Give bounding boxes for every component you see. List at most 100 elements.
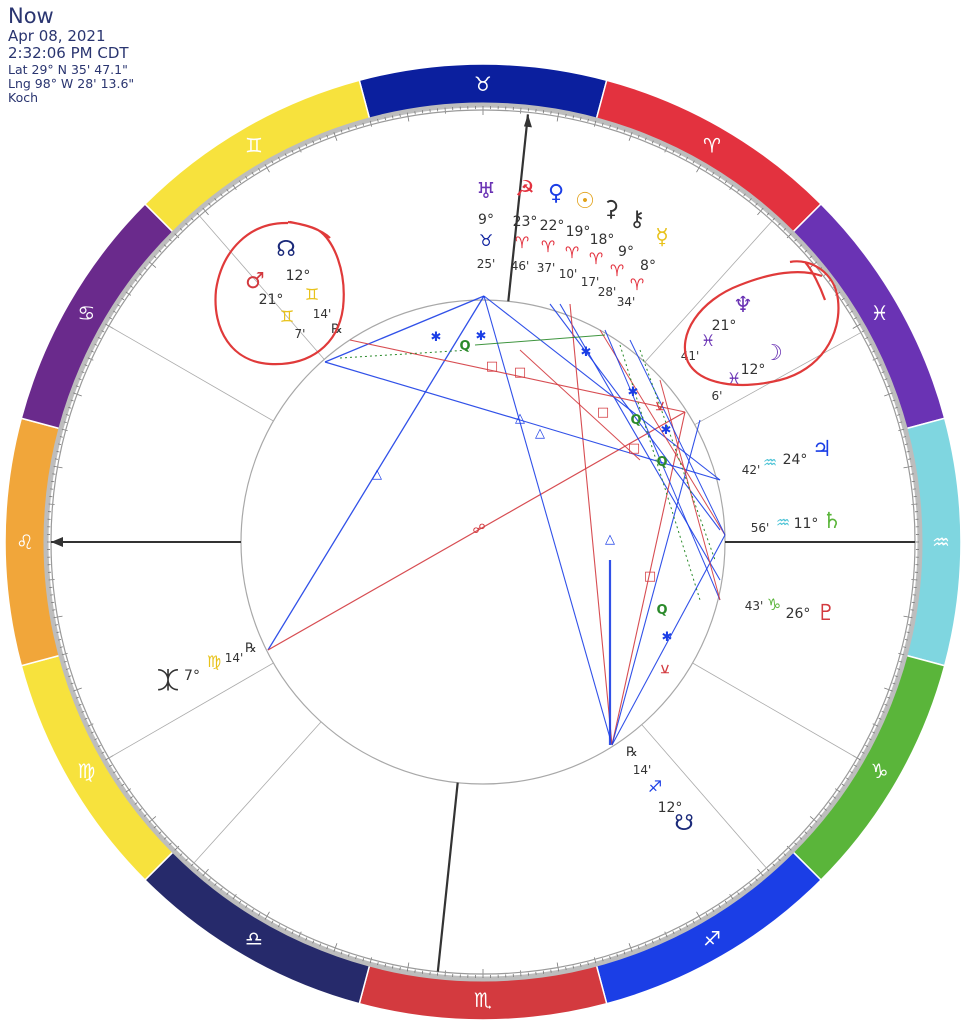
planet-pluto: ♇ 26° ♑43' [745, 595, 836, 626]
vertex-degree: 7° [184, 668, 200, 684]
uranus-degree: 9° [478, 212, 494, 228]
mars-degree: 21° [259, 292, 284, 308]
south-node-sign-icon: ♐ [648, 777, 662, 796]
lilith-degree: 23° [513, 214, 538, 230]
planet-ceres: ⚳ 18°♈ 17' [581, 197, 619, 289]
sign-glyph-aquarius: ♒ [932, 530, 950, 554]
mercury-icon: ☿ [655, 225, 669, 250]
chart-title: Now [8, 4, 54, 28]
vertex-minute: 14' [225, 651, 244, 665]
planet-jupiter: ♃24° ♒42' [742, 437, 832, 477]
chart-date: Apr 08, 2021 [8, 27, 106, 46]
sign-glyph-libra: ♎ [245, 927, 263, 951]
annotation-circle-left [214, 220, 345, 366]
pluto-sign-icon: ♑ [767, 595, 781, 614]
mars-minute: 7' [295, 327, 306, 341]
south-node-degree: 12° [658, 800, 683, 816]
sign-glyph-scorpio: ♏ [474, 988, 492, 1012]
aspect-glyph-square: □ [597, 405, 609, 420]
south-node-minute: 14' [633, 763, 652, 777]
jupiter-minute: 42' [742, 463, 761, 477]
sign-glyph-aries: ♈ [703, 133, 721, 157]
aspect-glyph-square: □ [628, 441, 640, 456]
planet-uranus: ♅ 9° ♉ 25' [476, 179, 496, 271]
sign-glyph-capricorn: ♑ [871, 759, 889, 783]
hand-annotations [214, 220, 840, 386]
saturn-minute: 56' [751, 521, 770, 535]
aspect-glyph-sextile: ✱ [628, 385, 639, 400]
house-system: Koch [8, 90, 39, 106]
venus-minute: 37' [537, 261, 556, 275]
chiron-icon: ⚷ [629, 207, 645, 232]
sign-glyph-gemini: ♊ [245, 133, 263, 157]
sign-glyph-pisces: ♓ [871, 301, 889, 325]
sun-degree: 19° [566, 224, 591, 240]
moon-degree: 12° [741, 362, 766, 378]
planet-mercury: ☿ 8°♈34' [617, 225, 669, 309]
ceres-icon: ⚳ [603, 197, 619, 222]
aspect-glyph-trine: △ [605, 532, 615, 547]
aspect-lines [267, 295, 726, 746]
neptune-degree: 21° [712, 318, 737, 334]
planet-mars: ♂21°♊7' [245, 269, 305, 341]
venus-icon: ♀ [548, 181, 564, 206]
sign-glyph-leo: ♌ [16, 530, 34, 554]
sign-glyph-cancer: ♋ [77, 301, 95, 325]
house-cusps [51, 114, 915, 972]
chart-time: 2:32:06 PM CDT [8, 44, 129, 63]
mercury-sign-icon: ♈ [630, 275, 644, 294]
mercury-degree: 8° [640, 258, 656, 274]
north-node-minute: 14' [313, 307, 332, 321]
saturn-degree: 11° [794, 516, 819, 532]
north-node-sign-icon: ♊ [305, 285, 319, 304]
annotation-circle-right [683, 260, 840, 386]
aspect-glyph-square: □ [514, 365, 526, 380]
moon-icon: ☽ [763, 341, 783, 366]
chiron-sign-icon: ♈ [610, 261, 624, 280]
ceres-degree: 18° [590, 232, 615, 248]
sign-glyph-virgo: ♍ [77, 759, 95, 783]
aspect-glyphs: △ △ △ △ □ □ □ □ □ ✱ ✱ ✱ ✱ ✱ ✱ Q Q Q Q ☍ ⚺ ⚺ [372, 329, 672, 677]
ceres-sign-icon: ♈ [589, 249, 603, 268]
aspect-glyph-sextile: ✱ [661, 423, 672, 438]
aspect-glyph-quintile: Q [656, 455, 667, 470]
planet-vertex: ⯰ 7° ♍ 14'℞ [157, 641, 257, 694]
aspect-glyph-quintile: Q [459, 339, 470, 354]
lilith-sign-icon: ♈ [515, 233, 529, 252]
planet-neptune: ♆21°♓41' [681, 293, 753, 363]
chart-longitude: Lng 98° W 28' 13.6" [8, 76, 135, 92]
neptune-icon: ♆ [733, 293, 753, 318]
south-node-icon: ☋ [674, 811, 694, 836]
uranus-minute: 25' [477, 257, 496, 271]
aspect-glyph-square: □ [644, 569, 656, 584]
aspect-glyph-semisextile: ⚺ [661, 662, 670, 677]
saturn-icon: ♄ [822, 509, 842, 534]
uranus-icon: ♅ [476, 179, 496, 204]
vertex-sign-icon: ♍ [207, 652, 221, 671]
venus-sign-icon: ♈ [541, 237, 555, 256]
lilith-icon: ☭ [515, 177, 535, 202]
aspect-glyph-sextile: ✱ [581, 345, 592, 360]
north-node-icon: ☊ [276, 237, 296, 262]
planet-venus: ♀ 22° ♈ 37' [537, 181, 565, 275]
aspect-glyph-sextile: ✱ [476, 329, 487, 344]
aspect-glyph-trine: △ [372, 467, 382, 482]
chiron-degree: 9° [618, 244, 634, 260]
pluto-icon: ♇ [816, 601, 836, 626]
aspect-glyph-sextile: ✱ [431, 330, 442, 345]
neptune-minute: 41' [681, 349, 700, 363]
aspect-glyph-trine: △ [515, 411, 525, 426]
aspect-circle [240, 299, 726, 785]
aspect-glyph-trine: △ [535, 426, 545, 441]
planet-south-node: ☋12° ♐14' ℞ [626, 745, 694, 836]
aspect-glyph-square: □ [486, 359, 498, 374]
chart-latitude: Lat 29° N 35' 47.1" [8, 61, 128, 77]
uranus-sign-icon: ♉ [479, 231, 493, 250]
aspect-glyph-opposition: ☍ [472, 522, 485, 537]
jupiter-icon: ♃ [812, 437, 832, 462]
aspect-glyph-quintile: Q [656, 603, 667, 618]
aspect-glyph-quintile: Q [630, 413, 641, 428]
aspect-glyph-sextile: ✱ [662, 630, 673, 645]
vertex-icon: ⯰ [157, 669, 179, 694]
